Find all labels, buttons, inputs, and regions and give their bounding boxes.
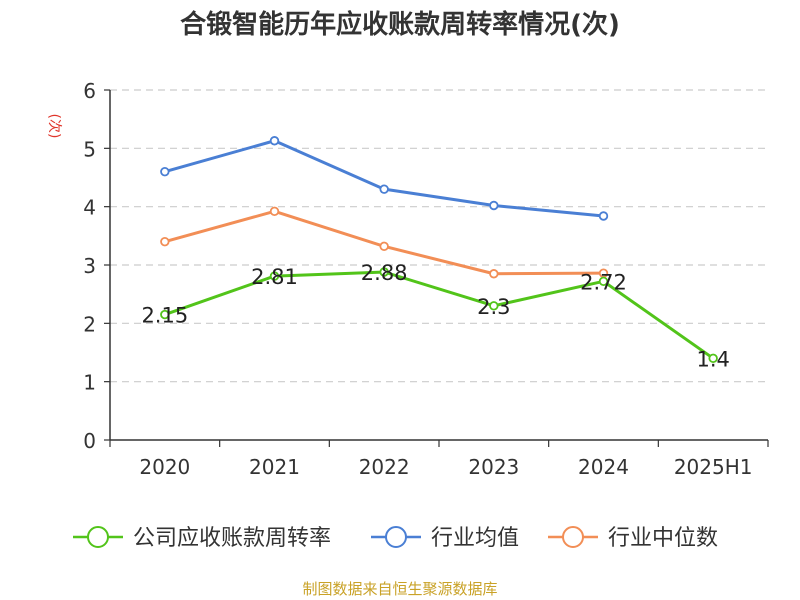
x-tick-label: 2022 xyxy=(359,455,410,479)
data-point xyxy=(269,136,280,146)
x-tick-label: 2025H1 xyxy=(674,455,753,479)
y-tick-label: 0 xyxy=(83,429,96,453)
data-point xyxy=(379,241,389,252)
data-point xyxy=(598,276,609,287)
data-point xyxy=(269,271,280,281)
data-label: 2.3 xyxy=(477,295,510,319)
data-point xyxy=(160,309,170,320)
series-line xyxy=(164,139,604,218)
data-point xyxy=(379,184,389,194)
x-tick-label: 2024 xyxy=(578,455,629,479)
data-point xyxy=(489,200,499,211)
y-tick-label: 6 xyxy=(83,79,96,103)
y-axis-label: (次) xyxy=(46,114,62,139)
data-label: 2.15 xyxy=(141,304,188,328)
legend-marker xyxy=(87,526,109,548)
x-tick-label: 2023 xyxy=(468,455,519,479)
legend-marker xyxy=(562,526,584,548)
data-label: 1.4 xyxy=(696,347,729,371)
legend-label: 行业中位数 xyxy=(608,526,718,551)
data-point xyxy=(708,353,718,364)
source-note: 制图数据来自恒生聚源数据库 xyxy=(302,580,498,598)
legend-label: 行业均值 xyxy=(431,526,519,551)
y-tick-label: 1 xyxy=(83,371,96,395)
legend-marker xyxy=(385,526,407,548)
y-tick-label: 4 xyxy=(83,196,96,220)
y-tick-label: 5 xyxy=(83,137,96,161)
series-line xyxy=(164,270,715,360)
chart-title: 合锻智能历年应收账款周转率情况(次) xyxy=(180,10,620,40)
data-point xyxy=(489,301,499,311)
y-tick-label: 2 xyxy=(83,312,96,336)
data-label: 2.88 xyxy=(361,261,408,285)
x-tick-label: 2021 xyxy=(249,455,300,479)
data-point xyxy=(160,236,170,247)
y-tick-label: 3 xyxy=(83,254,96,278)
x-tick-label: 2020 xyxy=(139,455,190,479)
data-label: 2.81 xyxy=(251,265,298,289)
data-point xyxy=(269,206,280,217)
data-point xyxy=(489,269,499,279)
data-label: 2.72 xyxy=(580,270,627,294)
data-point xyxy=(160,166,170,177)
data-point xyxy=(598,211,609,221)
legend-label: 公司应收账款周转率 xyxy=(133,526,331,551)
data-point xyxy=(379,267,389,277)
